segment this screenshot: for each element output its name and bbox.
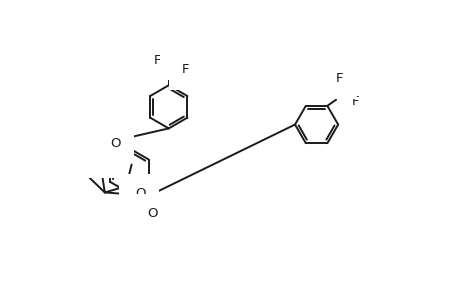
Text: F: F [172,52,180,66]
Text: O: O [134,188,145,200]
Text: F: F [182,63,189,76]
Text: S: S [90,149,98,162]
Text: F: F [351,95,359,108]
Text: F: F [335,72,343,86]
Text: F: F [349,85,357,98]
Text: O: O [132,190,142,203]
Text: O: O [97,152,107,165]
Text: O: O [110,136,121,150]
Text: O: O [147,208,157,220]
Text: F: F [153,54,161,67]
